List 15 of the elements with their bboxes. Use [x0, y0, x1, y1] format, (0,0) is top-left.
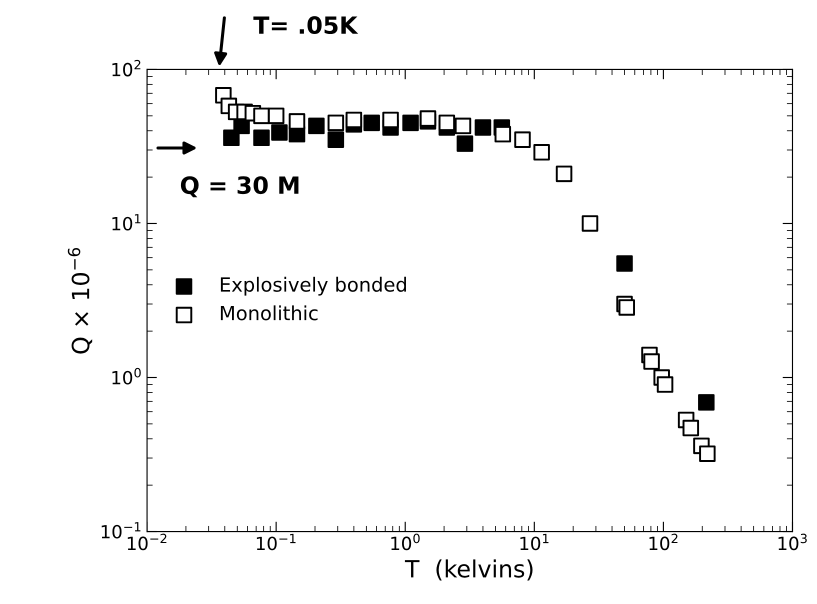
- x-tick-label: 10$^{2}$: [650, 534, 678, 550]
- legend-label: Explosively bonded: [220, 276, 406, 296]
- y-tick-label: 10$^{1}$: [112, 214, 140, 230]
- x-tick-label: 10$^{−2}$: [128, 534, 166, 550]
- x-tick-label: 10$^{−1}$: [256, 534, 296, 550]
- x-tick-label: 10$^{1}$: [520, 534, 548, 550]
- annotation: Q = 30 M: [180, 176, 298, 198]
- y-tick-label: 10$^{0}$: [112, 368, 141, 384]
- y-axis-title: Q × 10$^{−6}$: [68, 248, 92, 354]
- x-tick-label: 10$^{0}$: [391, 534, 420, 550]
- legend-label: Monolithic: [220, 305, 318, 320]
- x-axis-title: T (kelvins): [404, 559, 533, 580]
- y-tick-label: 10$^{2}$: [112, 60, 140, 76]
- text: T= .05K: [253, 16, 358, 34]
- x-tick-label: 10$^{3}$: [778, 534, 807, 550]
